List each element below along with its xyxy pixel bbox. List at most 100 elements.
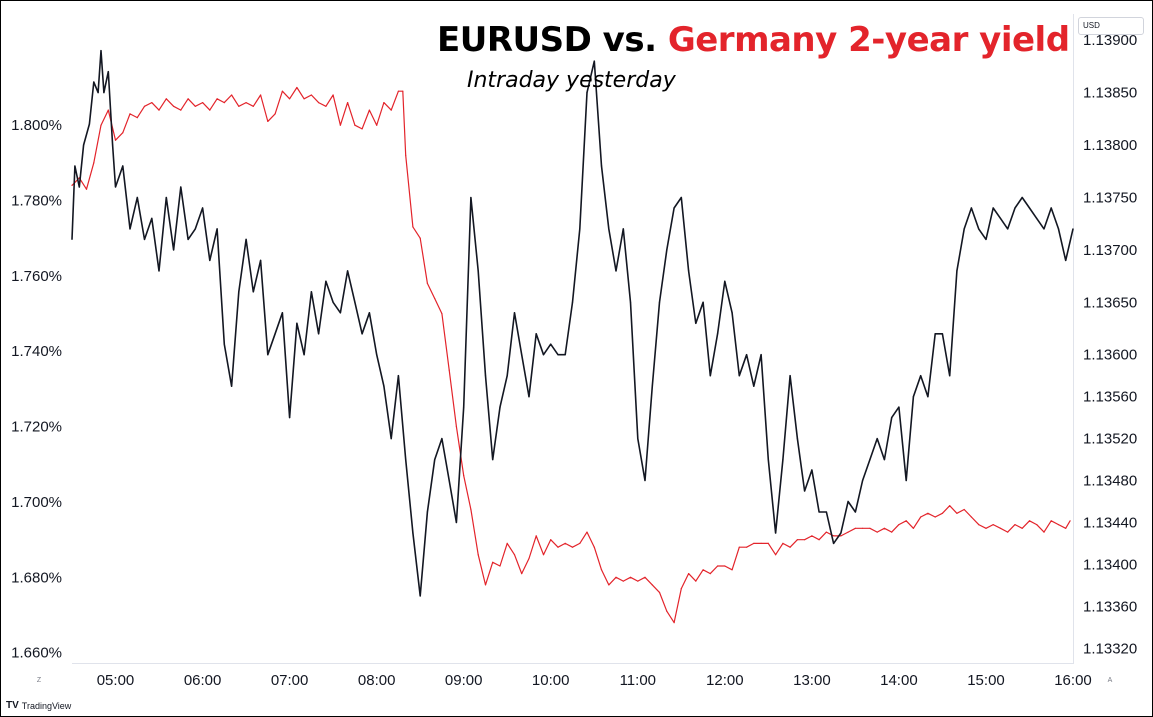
right-axis-tick-label: 1.13480 (1083, 473, 1137, 490)
eurusd-point-59 (463, 406, 465, 408)
yield-point-137 (1057, 524, 1060, 526)
right-axis-tick-label: 1.13650 (1083, 294, 1137, 311)
right-axis-tick-label: 1.13900 (1083, 32, 1137, 49)
eurusd-point-57 (448, 479, 450, 482)
eurusd-point-98 (746, 354, 748, 356)
yield-point-125 (970, 516, 973, 518)
yield-point-23 (238, 105, 240, 107)
eurusd-point-12 (122, 165, 124, 167)
eurusd-point-20 (180, 186, 182, 188)
eurusd-point-137 (1028, 207, 1031, 209)
yield-point-17 (194, 105, 196, 107)
yield-point-83 (666, 610, 668, 612)
currency-badge[interactable]: USD (1078, 17, 1144, 35)
yield-point-71 (579, 542, 581, 545)
yield-point-60 (499, 565, 501, 567)
eurusd-point-107 (811, 469, 813, 471)
eurusd-point-100 (760, 354, 762, 356)
eurusd-point-68 (528, 396, 530, 398)
eurusd-point-0 (71, 238, 73, 240)
yield-point-13 (165, 98, 167, 100)
eurusd-point-29 (245, 238, 247, 240)
eurusd-point-87 (666, 249, 668, 251)
yield-point-4 (100, 124, 102, 126)
yield-point-9 (136, 117, 138, 119)
eurusd-point-11 (114, 186, 117, 188)
yield-point-47 (405, 154, 407, 156)
yield-point-2 (85, 188, 88, 190)
chart-title: EURUSD vs. Germany 2-year yield (437, 20, 1070, 60)
left-axis-tick-label: 1.780% (11, 193, 62, 210)
eurusd-point-126 (949, 375, 951, 377)
eurusd-point-16 (151, 217, 153, 219)
eurusd-point-93 (709, 375, 711, 377)
yield-point-46 (402, 90, 404, 92)
yield-point-57 (477, 554, 479, 556)
yield-point-130 (1007, 531, 1009, 533)
yield-point-62 (513, 554, 516, 556)
yield-point-56 (470, 508, 472, 511)
eurusd-point-76 (586, 92, 588, 94)
yield-point-27 (267, 120, 269, 122)
yield-point-101 (796, 539, 799, 541)
eurusd-point-109 (825, 511, 828, 513)
left-axis-tick-label: 1.720% (11, 419, 62, 436)
yield-point-91 (724, 565, 726, 567)
yield-point-70 (571, 546, 574, 548)
eurusd-series-layer (71, 49, 1074, 597)
eurusd-point-64 (499, 406, 501, 408)
yield-point-138 (1065, 527, 1067, 529)
eurusd-point-139 (1043, 228, 1045, 230)
right-axis-tick-label: 1.13850 (1083, 85, 1137, 102)
eurusd-point-99 (753, 385, 755, 387)
eurusd-point-4 (88, 123, 90, 125)
eurusd-point-123 (927, 396, 929, 398)
eurusd-point-122 (920, 375, 922, 377)
eurusd-point-74 (571, 301, 574, 303)
right-axis-tick-label: 1.13360 (1083, 598, 1137, 615)
yield-point-97 (767, 542, 769, 545)
yield-point-95 (753, 542, 755, 545)
tradingview-logo[interactable]: TV TradingView (6, 700, 71, 711)
yield-point-24 (245, 102, 247, 104)
eurusd-point-31 (260, 259, 262, 261)
plot-area[interactable] (72, 14, 1074, 664)
yield-point-5 (107, 109, 109, 111)
eurusd-point-129 (970, 207, 973, 209)
yield-point-59 (492, 561, 494, 563)
yield-point-104 (818, 539, 820, 541)
eurusd-point-8 (103, 92, 105, 94)
eurusd-point-34 (281, 312, 283, 314)
eurusd-point-50 (397, 375, 399, 377)
yield-point-3 (93, 162, 95, 164)
eurusd-point-69 (535, 333, 537, 335)
yield-point-124 (963, 508, 965, 511)
yield-point-48 (412, 226, 414, 228)
yield-point-123 (956, 512, 958, 514)
eurusd-point-40 (325, 280, 327, 282)
yield-point-127 (985, 527, 987, 529)
yield-point-122 (949, 505, 951, 507)
yield-point-39 (354, 124, 356, 126)
right-axis-tick-label: 1.13440 (1083, 515, 1137, 532)
yield-point-86 (688, 573, 690, 575)
timezone-button[interactable]: Z (36, 677, 42, 684)
yield-point-77 (622, 580, 624, 582)
eurusd-point-86 (658, 301, 661, 303)
auto-scale-button[interactable]: A (1107, 677, 1113, 684)
eurusd-point-27 (231, 385, 233, 387)
eurusd-point-143 (1072, 228, 1074, 230)
right-axis-tick-label: 1.13520 (1083, 431, 1137, 448)
yield-point-139 (1069, 520, 1071, 522)
yield-point-67 (550, 539, 552, 541)
eurusd-point-78 (600, 165, 603, 167)
eurusd-point-128 (963, 228, 965, 230)
yield-point-94 (746, 546, 748, 548)
x-axis-tick-label: 14:00 (880, 672, 918, 689)
yield-point-108 (847, 531, 849, 533)
eurusd-point-45 (361, 333, 363, 335)
eurusd-point-30 (252, 291, 254, 293)
left-axis-tick-label: 1.700% (11, 494, 62, 511)
x-axis-tick-label: 07:00 (271, 672, 309, 689)
eurusd-point-119 (898, 406, 900, 408)
